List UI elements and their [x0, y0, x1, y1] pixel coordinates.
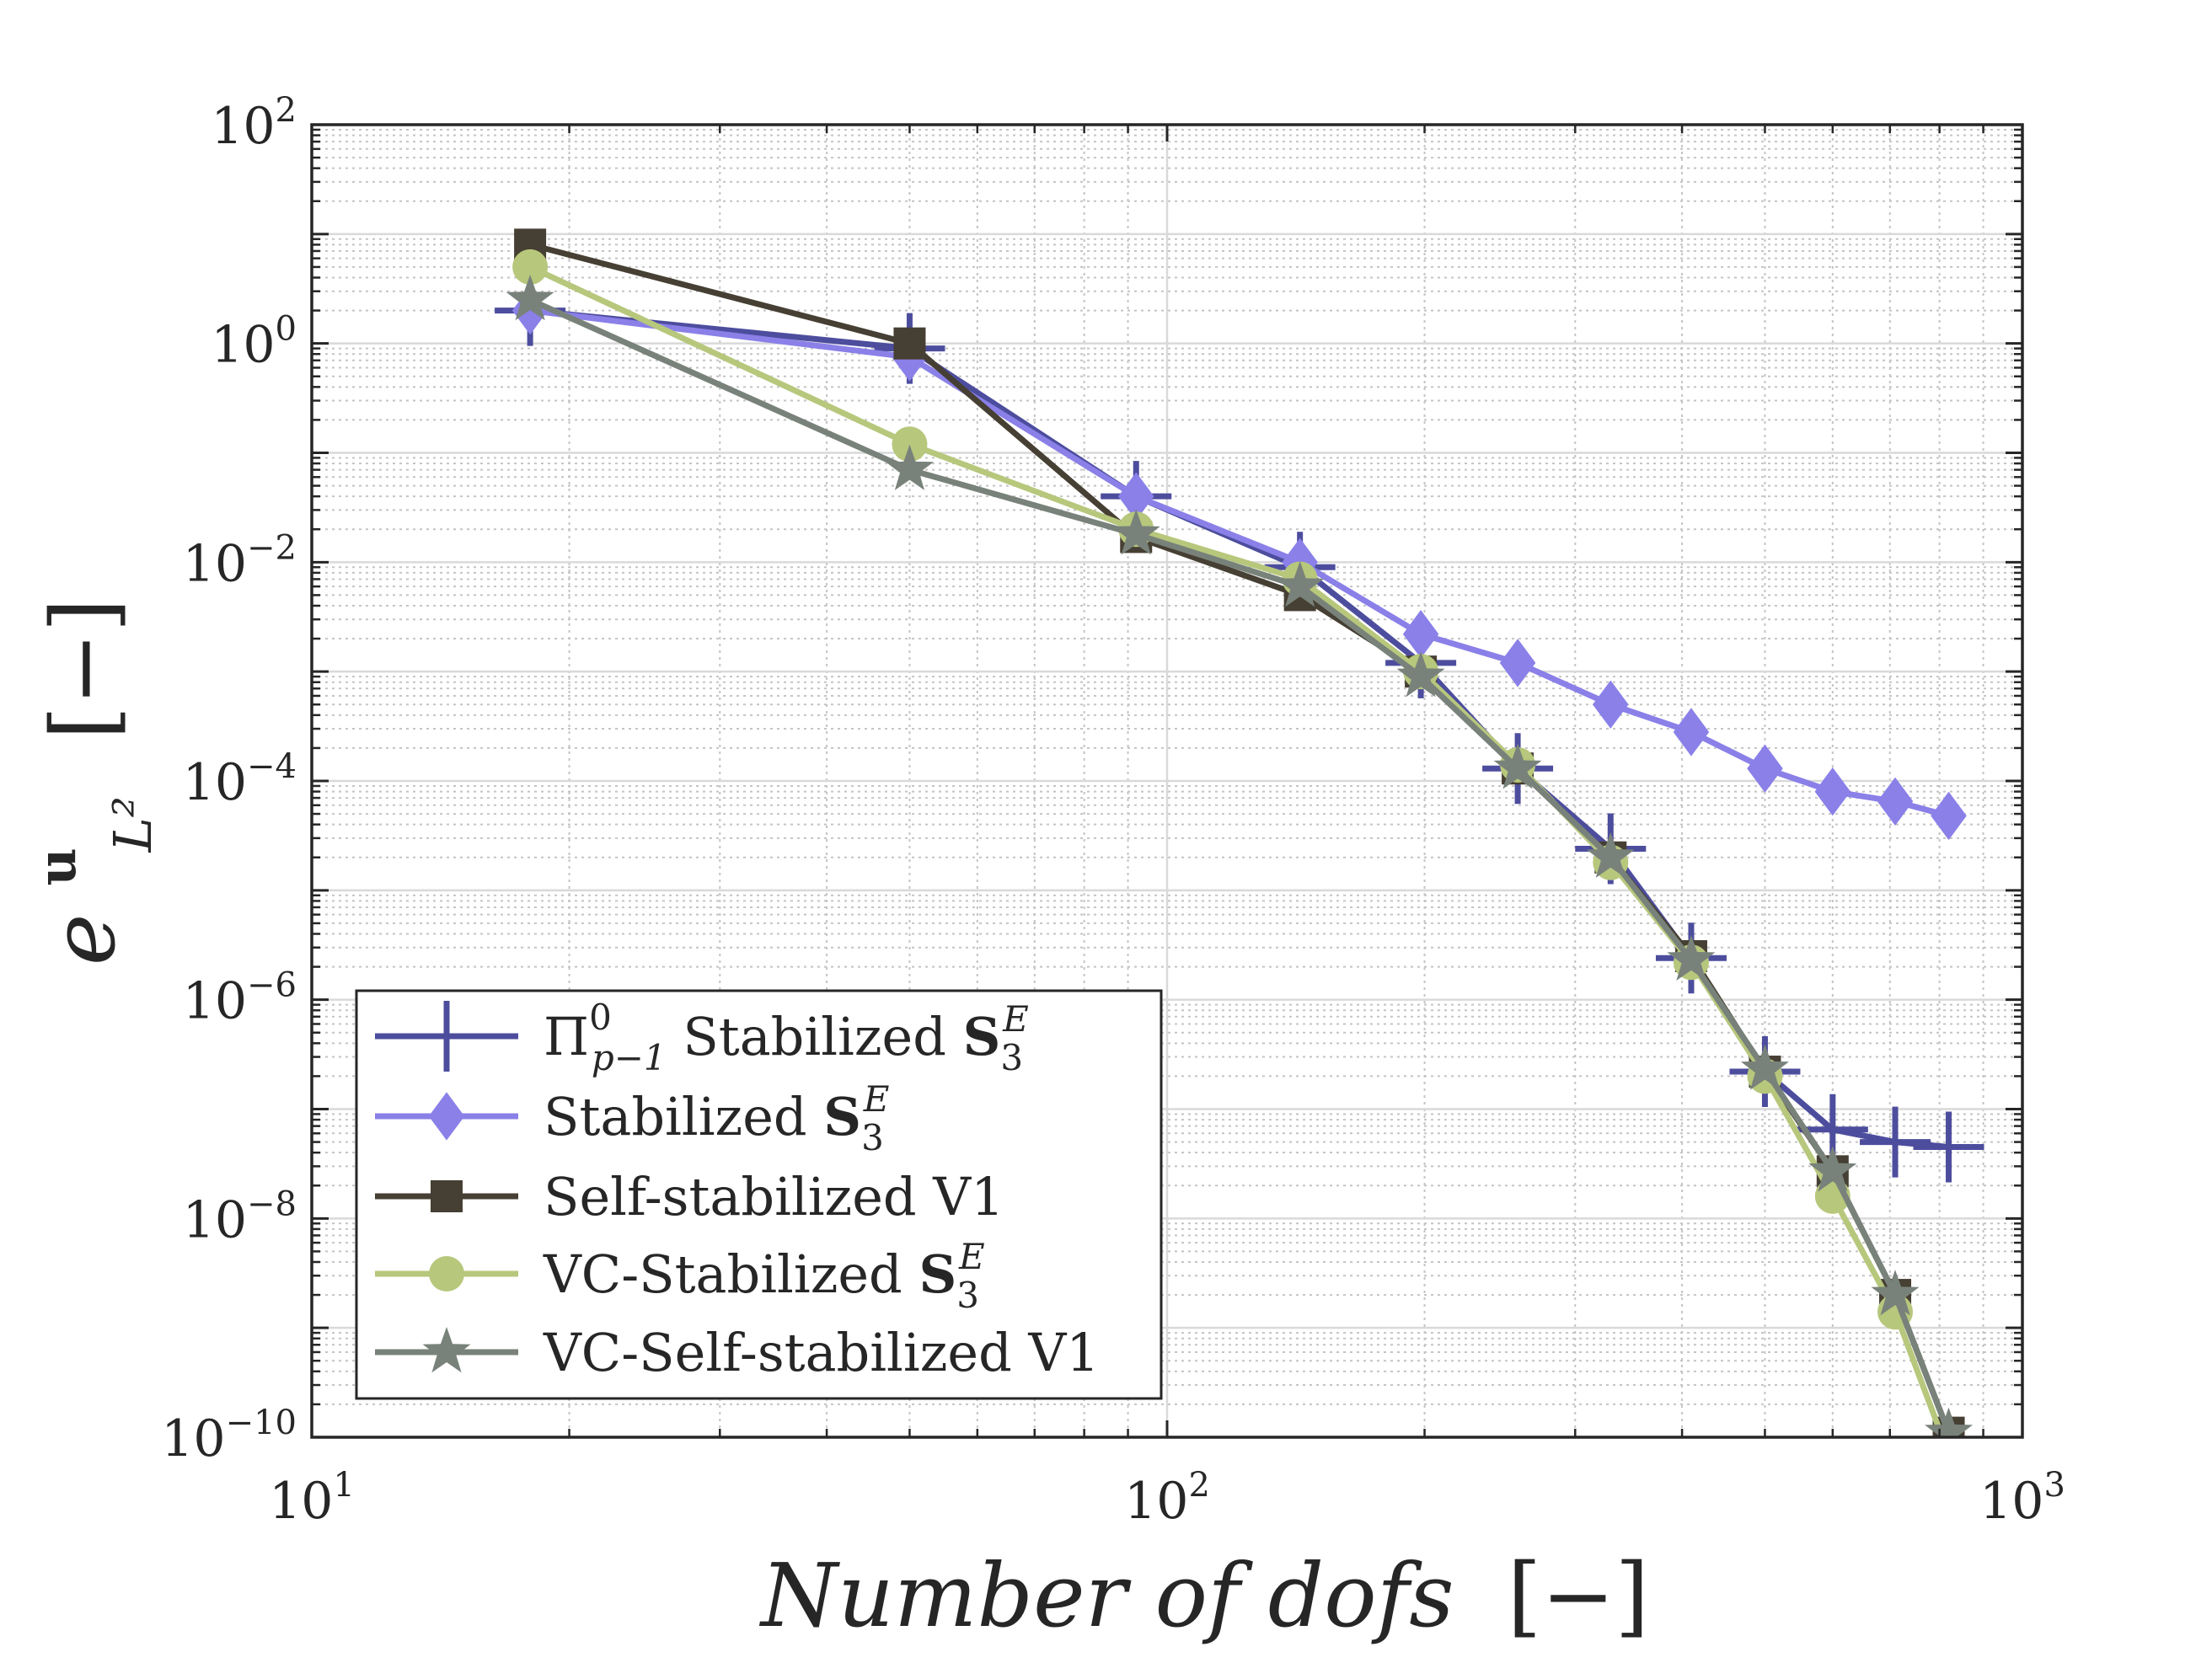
- y-axis-subscript: L²: [102, 796, 163, 853]
- legend-label: Π0 p−1 Stabilized S3E: [544, 997, 1029, 1078]
- legend-entry: VC-Stabilized S3E: [375, 1236, 985, 1316]
- y-axis-title: e u L² [−]: [0, 598, 172, 965]
- y-tick-label: 10−6: [183, 966, 297, 1031]
- y-tick-label: 102: [211, 91, 297, 156]
- series-star: [506, 275, 1974, 1437]
- legend-label: VC-Stabilized S3E: [543, 1236, 985, 1316]
- legend-label: Stabilized S3E: [544, 1078, 889, 1158]
- data-point-circle: [512, 249, 549, 285]
- x-tick-label: 103: [1979, 1466, 2065, 1531]
- data-point-diamond: [1499, 639, 1536, 687]
- y-tick-label: 10−4: [183, 747, 297, 812]
- legend-entry: Stabilized S3E: [375, 1078, 889, 1158]
- data-point-star: [1396, 651, 1445, 698]
- legend-marker-diamond: [428, 1092, 465, 1141]
- legend-marker-square: [431, 1180, 463, 1212]
- data-point-star: [1276, 561, 1325, 607]
- tick-labels: 101 102 103 10−10 10−8 10−6 10−4 10−2 100 102: [161, 91, 2065, 1531]
- legend-marker-star: [422, 1327, 471, 1373]
- y-axis-unit: [−]: [32, 598, 135, 740]
- data-point-star: [1667, 934, 1716, 981]
- legend-entry: Π0 p−1 Stabilized S3E: [375, 997, 1029, 1078]
- y-axis-superscript: u: [26, 848, 88, 885]
- y-tick-label: 10−10: [161, 1404, 297, 1468]
- data-point-star: [1808, 1146, 1857, 1192]
- data-point-star: [1586, 832, 1635, 878]
- data-point-diamond: [1877, 777, 1914, 826]
- y-tick-label: 100: [211, 310, 297, 375]
- data-point-star: [1493, 743, 1542, 789]
- data-point-star: [1740, 1044, 1789, 1090]
- x-tick-label: 101: [269, 1466, 355, 1531]
- legend-label: Self-stabilized V1: [544, 1166, 1004, 1227]
- axis-ticks: [310, 123, 2024, 1439]
- x-axis-title-text: Number of dofs: [758, 1544, 1454, 1647]
- data-point-diamond: [1747, 744, 1783, 793]
- data-point-diamond: [1814, 767, 1851, 816]
- data-point-diamond: [1931, 791, 1967, 841]
- series-layer: [495, 228, 1984, 1437]
- data-point-star: [1925, 1407, 1974, 1437]
- data-point-star: [506, 275, 554, 321]
- data-point-circle: [892, 426, 928, 463]
- y-axis-symbol: e: [32, 914, 135, 966]
- data-point-square: [893, 327, 926, 360]
- data-point-diamond: [1673, 708, 1710, 757]
- legend-label: VC-Self-stabilized V1: [543, 1322, 1100, 1383]
- x-tick-label: 102: [1124, 1466, 1210, 1531]
- series-diamond: [511, 286, 1967, 841]
- legend-entry: Self-stabilized V1: [375, 1166, 1004, 1227]
- data-point-plus: [1913, 1111, 1984, 1183]
- data-point-star: [1871, 1270, 1920, 1316]
- svg-text:e u L² [−]: e u L² [−]: [0, 598, 172, 965]
- legend-entry: VC-Self-stabilized V1: [375, 1322, 1100, 1383]
- data-point-star: [885, 444, 934, 490]
- x-axis-title-unit: [−]: [1508, 1544, 1649, 1647]
- y-tick-label: 10−2: [183, 528, 297, 593]
- data-point-diamond: [1593, 680, 1629, 729]
- data-point-plus: [1860, 1106, 1931, 1178]
- legend-marker-circle: [429, 1256, 464, 1291]
- y-tick-label: 10−8: [183, 1184, 297, 1249]
- data-point-star: [1111, 509, 1160, 555]
- x-axis-title: Number of dofs [−]: [758, 1544, 1649, 1647]
- series-line: [528, 297, 1952, 1434]
- legend-marker-plus: [411, 1001, 482, 1072]
